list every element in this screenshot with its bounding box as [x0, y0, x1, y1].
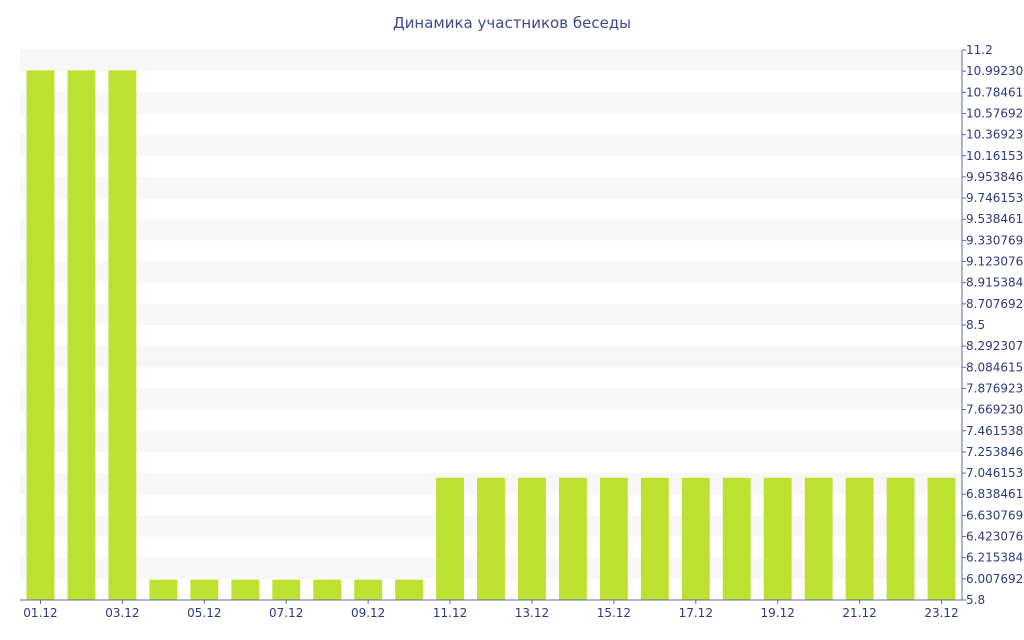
y-tick-label: 8.5: [966, 318, 985, 332]
y-tick-label: 6.838461: [966, 487, 1023, 501]
y-tick-label: 6.007692: [966, 572, 1023, 586]
x-tick-label: 01.12: [23, 606, 57, 620]
x-tick-label: 05.12: [187, 606, 221, 620]
y-tick-label: 7.669230: [966, 403, 1023, 417]
grid-band: [20, 219, 962, 241]
bar-05.12[interactable]: [190, 579, 219, 600]
bar-22.12[interactable]: [886, 477, 915, 600]
bar-10.12[interactable]: [395, 579, 424, 600]
y-tick-label: 8.707692: [966, 297, 1023, 311]
bar-23.12[interactable]: [927, 477, 956, 600]
grid-band: [20, 92, 962, 114]
x-tick-label: 09.12: [351, 606, 385, 620]
bar-09.12[interactable]: [354, 579, 383, 600]
x-tick-label: 07.12: [269, 606, 303, 620]
bar-12.12[interactable]: [477, 477, 505, 600]
x-tick-label: 17.12: [679, 606, 713, 620]
y-tick-label: 5.8: [966, 593, 985, 607]
bar-02.12[interactable]: [67, 70, 96, 601]
grid-band: [20, 50, 962, 72]
y-tick-label: 6.423076: [966, 530, 1023, 544]
y-axis-ticks: 11.2 10.99230 10.78461 10.57692 10.36923 10.1…: [962, 43, 1023, 607]
y-tick-label: 7.253846: [966, 445, 1023, 459]
y-tick-label: 9.746153: [966, 191, 1023, 205]
bar-11.12[interactable]: [436, 477, 464, 600]
x-axis-ticks: 01.12 03.12 05.12 07.12 09.12 11.12 13.12 15.12…: [23, 600, 959, 620]
bar-16.12[interactable]: [640, 477, 669, 600]
bar-06.12[interactable]: [231, 579, 260, 600]
x-tick-label: 13.12: [515, 606, 549, 620]
y-tick-label: 10.16153: [966, 149, 1023, 163]
grid-band: [20, 430, 962, 452]
y-tick-label: 8.292307: [966, 339, 1023, 353]
y-tick-label: 9.538461: [966, 212, 1023, 226]
x-tick-label: 03.12: [105, 606, 139, 620]
x-tick-label: 19.12: [761, 606, 795, 620]
bar-07.12[interactable]: [272, 579, 301, 600]
y-tick-label: 7.876923: [966, 381, 1023, 395]
bars-group: [26, 70, 956, 601]
bar-08.12[interactable]: [313, 579, 342, 600]
bar-20.12[interactable]: [804, 477, 833, 600]
y-tick-label: 6.215384: [966, 551, 1023, 565]
y-tick-label: 7.046153: [966, 466, 1023, 480]
grid-band: [20, 261, 962, 283]
bar-19.12[interactable]: [763, 477, 792, 600]
bar-01.12[interactable]: [26, 70, 55, 601]
bar-18.12[interactable]: [722, 477, 751, 600]
y-tick-label: 9.330769: [966, 233, 1023, 247]
y-tick-label: 9.123076: [966, 255, 1023, 269]
x-tick-label: 11.12: [433, 606, 467, 620]
grid-band: [20, 176, 962, 199]
y-tick-label: 9.953846: [966, 170, 1023, 184]
y-tick-label: 10.36923: [966, 128, 1023, 142]
grid-band: [20, 346, 962, 368]
x-tick-label: 21.12: [842, 606, 876, 620]
y-tick-label: 8.915384: [966, 276, 1023, 290]
bar-17.12[interactable]: [681, 477, 710, 600]
bar-04.12[interactable]: [149, 579, 178, 600]
grid-band: [20, 388, 962, 410]
x-tick-label: 23.12: [924, 606, 958, 620]
y-tick-label: 8.084615: [966, 360, 1023, 374]
y-tick-label: 10.78461: [966, 85, 1023, 99]
bar-13.12[interactable]: [518, 477, 546, 600]
y-tick-label: 10.57692: [966, 106, 1023, 120]
y-tick-label: 10.99230: [966, 64, 1023, 78]
grid-band: [20, 134, 962, 156]
chart-title: Динамика участников беседы: [393, 14, 631, 32]
grid-band: [20, 303, 962, 325]
bar-21.12[interactable]: [845, 477, 874, 600]
bar-15.12[interactable]: [599, 477, 628, 600]
y-tick-label: 6.630769: [966, 508, 1023, 522]
y-tick-label: 7.461538: [966, 424, 1023, 438]
x-tick-label: 15.12: [597, 606, 631, 620]
bar-14.12[interactable]: [558, 477, 587, 600]
y-tick-label: 11.2: [966, 43, 993, 57]
bar-03.12[interactable]: [108, 70, 137, 601]
